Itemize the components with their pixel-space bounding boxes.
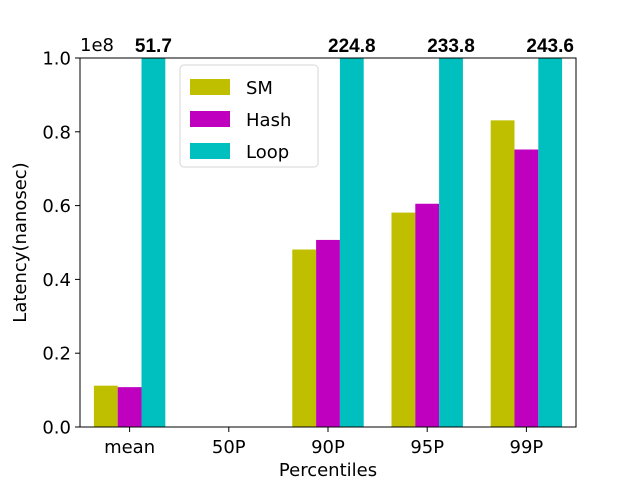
y-tick-label: 0.2 (42, 344, 71, 365)
bar-sm-99p (490, 120, 515, 428)
x-axis: mean 50P 90P 95P 99P (104, 427, 543, 458)
legend-label-loop: Loop (246, 142, 289, 163)
x-tick-label-95p: 95P (410, 437, 444, 458)
legend: SM Hash Loop (179, 64, 319, 168)
annotation-95p: 233.8 (427, 36, 475, 57)
bar-sm-95p (391, 212, 416, 427)
legend-swatch-sm (190, 79, 230, 95)
bars-group (93, 58, 563, 428)
legend-swatch-hash (190, 111, 230, 127)
annotation-99p: 243.6 (526, 36, 574, 57)
bar-loop-mean (141, 58, 166, 427)
bar-hash-95p (415, 203, 440, 427)
x-tick-label-mean: mean (104, 437, 155, 458)
x-axis-label: Percentiles (279, 460, 377, 480)
bar-hash-90p (316, 239, 340, 427)
legend-swatch-loop (190, 143, 230, 159)
legend-label-hash: Hash (246, 110, 291, 131)
bar-loop-95p (439, 58, 463, 427)
y-axis: 0.0 0.2 0.4 0.6 0.8 1.0 (42, 49, 80, 439)
bar-hash-mean (117, 387, 142, 427)
y-tick-label: 0.4 (42, 270, 71, 291)
bar-loop-90p (339, 58, 364, 427)
annotation-mean: 51.7 (135, 36, 172, 57)
bar-sm-mean (93, 385, 118, 427)
x-tick-label-50p: 50P (212, 437, 246, 458)
bar-sm-90p (292, 249, 317, 427)
bar-hash-99p (514, 149, 539, 427)
y-tick-label: 0.8 (42, 122, 71, 143)
y-axis-offset-label: 1e8 (80, 35, 114, 56)
y-tick-label: 0.0 (42, 418, 71, 439)
annotations-group: 51.7 224.8 233.8 243.6 (135, 36, 574, 57)
y-axis-label: Latency(nanosec) (10, 162, 31, 322)
legend-label-sm: SM (246, 78, 273, 99)
annotation-90p: 224.8 (328, 36, 376, 57)
y-tick-label: 1.0 (42, 49, 71, 70)
x-tick-label-90p: 90P (311, 437, 345, 458)
x-tick-label-99p: 99P (510, 437, 544, 458)
y-tick-label: 0.6 (42, 196, 71, 217)
bar-loop-99p (538, 58, 563, 427)
